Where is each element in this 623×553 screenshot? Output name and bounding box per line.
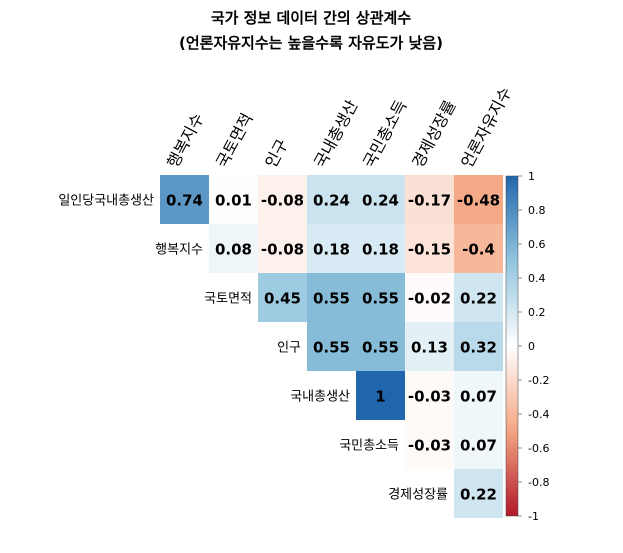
- cell-value: 0.74: [166, 192, 203, 210]
- row-label: 국민총소득: [339, 439, 399, 454]
- heatmap-cell: [160, 175, 209, 224]
- colorbar-tick-label: 0.2: [528, 306, 546, 319]
- column-label: 행복지수: [163, 110, 207, 171]
- heatmap-cell: [307, 322, 356, 371]
- colorbar-tick-label: -0.4: [528, 408, 549, 421]
- cell-value: -0.08: [261, 241, 304, 259]
- colorbar-tick-label: -0.8: [528, 476, 549, 489]
- chart-title: 국가 정보 데이터 간의 상관계수: [211, 9, 411, 27]
- colorbar-tick-label: 0: [528, 340, 535, 353]
- column-label: 국내총생산: [310, 97, 361, 171]
- cell-value: 0.24: [362, 192, 399, 210]
- heatmap-cell: [454, 420, 503, 469]
- heatmap-cell: [258, 273, 307, 322]
- row-label: 국토면적: [204, 292, 252, 307]
- cell-value: 0.24: [313, 192, 350, 210]
- heatmap-cell: [258, 224, 307, 273]
- heatmap-cells: 0.74 0.01 -0.08 0.24 0.24 -0.17 -0.48 0.08 -0.08…: [160, 175, 503, 518]
- heatmap-cell: [405, 175, 454, 224]
- column-label: 인구: [261, 136, 292, 171]
- cell-value: 0.55: [362, 339, 399, 357]
- cell-value: 0.07: [460, 437, 497, 455]
- cell-value: 1: [375, 388, 385, 406]
- heatmap-cell: [405, 420, 454, 469]
- cell-value: 0.32: [460, 339, 497, 357]
- cell-value: -0.08: [261, 192, 304, 210]
- row-label: 국내총생산: [290, 390, 350, 405]
- cell-value: 0.55: [362, 290, 399, 308]
- heatmap-cell: [405, 322, 454, 371]
- row-label: 일인당국내총생산: [58, 194, 154, 209]
- row-label: 인구: [277, 341, 301, 356]
- cell-value: 0.18: [313, 241, 350, 259]
- heatmap-cell: [454, 273, 503, 322]
- colorbar-tick-label: 0.6: [528, 238, 546, 251]
- heatmap-cell: [405, 224, 454, 273]
- cell-value: 0.13: [411, 339, 448, 357]
- colorbar-tick-label: 0.8: [528, 204, 546, 217]
- colorbar-tick-label: -1: [528, 510, 539, 523]
- cell-value: -0.03: [408, 388, 451, 406]
- heatmap-cell: [454, 224, 503, 273]
- heatmap-cell: [356, 273, 405, 322]
- column-label: 국토면적: [212, 110, 256, 171]
- heatmap-cell: [454, 322, 503, 371]
- cell-value: 0.55: [313, 339, 350, 357]
- cell-value: -0.48: [457, 192, 500, 210]
- heatmap-cell: [307, 273, 356, 322]
- heatmap-cell: [454, 371, 503, 420]
- column-label: 경제성장률: [408, 97, 459, 171]
- heatmap-cell: [209, 175, 258, 224]
- cell-value: 0.08: [215, 241, 252, 259]
- chart-subtitle: (언론자유지수는 높을수록 자유도가 낮음): [179, 34, 443, 52]
- heatmap-cell: [307, 224, 356, 273]
- cell-value: 0.18: [362, 241, 399, 259]
- cell-value: -0.03: [408, 437, 451, 455]
- cell-value: -0.02: [408, 290, 451, 308]
- cell-value: 0.22: [460, 290, 497, 308]
- colorbar-tick-label: -0.2: [528, 374, 549, 387]
- row-label: 경제성장률: [388, 488, 448, 503]
- row-label: 행복지수: [155, 242, 203, 258]
- heatmap-cell: [307, 175, 356, 224]
- heatmap-cell: [454, 469, 503, 518]
- cell-value: 0.55: [313, 290, 350, 308]
- colorbar-tick-label: 1: [528, 170, 535, 183]
- cell-value: -0.17: [408, 192, 451, 210]
- cell-value: 0.22: [460, 486, 497, 504]
- heatmap-cell: [405, 371, 454, 420]
- heatmap-cell: [258, 175, 307, 224]
- cell-value: 0.45: [264, 290, 301, 308]
- cell-value: 0.07: [460, 388, 497, 406]
- column-label: 언론자유지수: [457, 84, 515, 171]
- heatmap-cell: [405, 273, 454, 322]
- heatmap-cell: [209, 224, 258, 273]
- colorbar: -1 -0.8 -0.6 -0.4 -0.2 0 0.2 0.4 0.6 0.8 1: [505, 170, 549, 523]
- heatmap-cell: [356, 322, 405, 371]
- cell-value: 0.01: [215, 192, 252, 210]
- heatmap-cell: [356, 371, 405, 420]
- colorbar-gradient: [505, 175, 519, 517]
- colorbar-tick-label: 0.4: [528, 272, 546, 285]
- cell-value: -0.15: [408, 241, 451, 259]
- cell-value: -0.4: [462, 241, 495, 259]
- colorbar-tick-label: -0.6: [528, 442, 549, 455]
- column-label: 국민총소득: [359, 97, 410, 171]
- heatmap-cell: [356, 224, 405, 273]
- heatmap-cell: [454, 175, 503, 224]
- heatmap-cell: [356, 175, 405, 224]
